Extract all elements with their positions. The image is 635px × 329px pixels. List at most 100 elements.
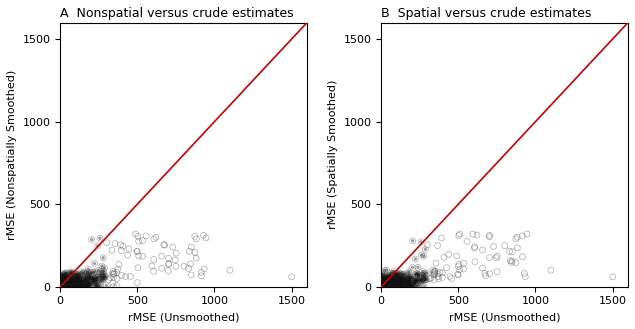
Point	[382, 276, 392, 281]
Point	[64, 276, 74, 282]
Point	[384, 279, 394, 285]
Point	[378, 279, 389, 284]
Point	[56, 281, 66, 287]
Point	[389, 284, 399, 290]
Point	[378, 283, 388, 288]
Point	[389, 284, 399, 290]
Point	[65, 279, 75, 284]
Point	[62, 283, 72, 288]
Point	[378, 284, 388, 290]
Point	[96, 277, 106, 283]
Point	[413, 265, 423, 270]
Point	[378, 284, 389, 290]
Point	[56, 284, 66, 290]
Point	[57, 283, 67, 288]
Point	[381, 284, 391, 290]
Point	[377, 284, 387, 290]
Point	[64, 277, 74, 282]
Point	[389, 280, 399, 285]
Point	[378, 284, 388, 290]
Point	[56, 284, 66, 290]
Point	[378, 284, 388, 290]
Point	[378, 284, 389, 290]
Point	[382, 278, 392, 284]
Point	[64, 279, 74, 284]
Point	[57, 283, 67, 289]
Point	[385, 282, 396, 287]
Point	[56, 284, 66, 290]
Point	[73, 281, 83, 286]
Point	[396, 280, 406, 285]
Point	[123, 253, 133, 258]
Point	[179, 264, 189, 269]
Point	[505, 258, 516, 263]
Point	[69, 284, 79, 290]
Point	[385, 283, 396, 288]
Point	[65, 279, 76, 284]
Point	[385, 270, 396, 276]
Point	[397, 279, 407, 285]
Point	[380, 284, 390, 290]
Point	[75, 282, 85, 288]
Point	[401, 276, 411, 281]
Point	[378, 284, 388, 290]
Point	[382, 284, 392, 290]
Point	[377, 284, 387, 290]
Point	[378, 284, 388, 290]
Point	[386, 281, 396, 287]
Point	[396, 278, 406, 283]
Point	[396, 284, 406, 290]
Point	[411, 271, 421, 277]
Point	[59, 284, 69, 289]
Point	[55, 284, 65, 290]
Point	[58, 278, 68, 284]
Point	[377, 284, 387, 289]
Point	[433, 271, 443, 276]
Point	[383, 280, 393, 285]
Point	[378, 279, 389, 285]
Point	[377, 284, 387, 290]
Point	[378, 284, 389, 290]
Point	[386, 283, 396, 289]
Point	[55, 279, 65, 285]
Point	[387, 284, 398, 290]
Point	[66, 270, 76, 275]
Point	[382, 284, 392, 290]
Point	[491, 255, 501, 260]
Point	[381, 281, 391, 286]
Point	[57, 284, 67, 290]
Point	[404, 277, 414, 282]
Point	[83, 266, 93, 272]
Point	[85, 277, 95, 282]
Point	[62, 284, 72, 290]
Point	[100, 274, 110, 280]
Point	[377, 281, 387, 287]
Point	[64, 284, 74, 290]
Point	[58, 281, 68, 287]
Point	[92, 275, 102, 280]
Point	[382, 284, 392, 290]
Point	[58, 284, 69, 290]
Point	[57, 276, 67, 281]
Point	[58, 283, 68, 288]
Point	[75, 284, 85, 290]
Point	[81, 283, 91, 289]
Point	[74, 282, 84, 288]
Point	[64, 275, 74, 280]
Point	[377, 284, 387, 290]
Point	[57, 280, 67, 286]
Point	[76, 284, 86, 289]
Point	[388, 280, 398, 285]
Point	[67, 284, 77, 290]
Point	[84, 278, 95, 283]
Point	[59, 284, 69, 289]
Point	[57, 283, 67, 288]
Point	[81, 271, 91, 277]
Point	[403, 279, 413, 284]
Point	[69, 281, 79, 286]
Point	[66, 284, 76, 290]
Point	[385, 281, 395, 286]
Point	[74, 279, 84, 284]
Point	[90, 277, 100, 282]
Point	[377, 284, 387, 290]
